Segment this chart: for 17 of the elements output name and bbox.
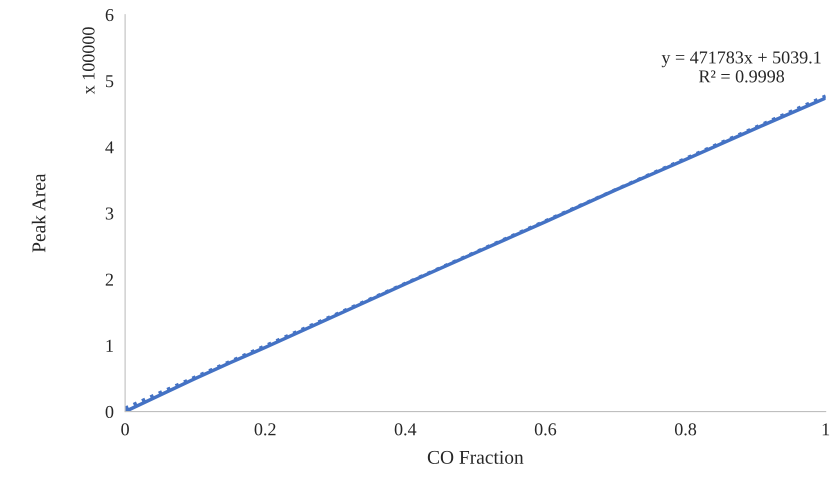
text: x 100000 [82, 27, 95, 94]
y-tick-label: 0 [106, 406, 114, 418]
annotation: y = 471783x + 5039.1 R² = 0.9998 [662, 51, 821, 83]
y-tick-label: 2 [106, 274, 113, 286]
y-tick-label: 4 [105, 141, 114, 154]
x-tick-label: 0 [121, 423, 129, 436]
x-tick-label: 1 [822, 423, 830, 436]
x-tick-label: 0.6 [534, 423, 556, 436]
y-tick-label: 3 [106, 207, 114, 220]
x-tick-label: 0.4 [394, 423, 416, 436]
y-tick-label: 1 [106, 340, 113, 352]
x-tick-label: 0.8 [674, 423, 696, 436]
y-axis-title: Peak Area [32, 174, 46, 252]
y-tick-label: 6 [106, 9, 114, 22]
x-tick-label: 0.2 [254, 423, 276, 436]
y-tick-label: 5 [106, 75, 114, 88]
x-axis-title: CO Fraction [428, 450, 524, 464]
